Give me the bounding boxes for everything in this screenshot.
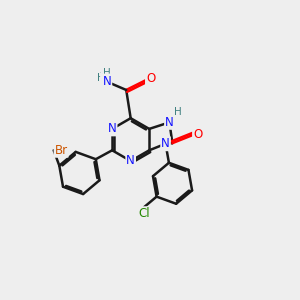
Text: N: N xyxy=(126,154,135,167)
Text: H: H xyxy=(103,68,111,78)
Text: H: H xyxy=(97,73,105,83)
Text: Cl: Cl xyxy=(138,207,150,220)
Text: N: N xyxy=(161,137,170,150)
Text: N: N xyxy=(165,116,174,129)
Text: H: H xyxy=(99,73,107,82)
Text: O: O xyxy=(146,72,155,85)
Text: N: N xyxy=(101,78,109,88)
Text: Br: Br xyxy=(55,144,68,157)
Text: O: O xyxy=(193,128,202,141)
Text: H: H xyxy=(175,107,182,117)
Text: N: N xyxy=(101,75,110,88)
Text: N: N xyxy=(103,74,111,88)
Text: N: N xyxy=(108,122,116,135)
